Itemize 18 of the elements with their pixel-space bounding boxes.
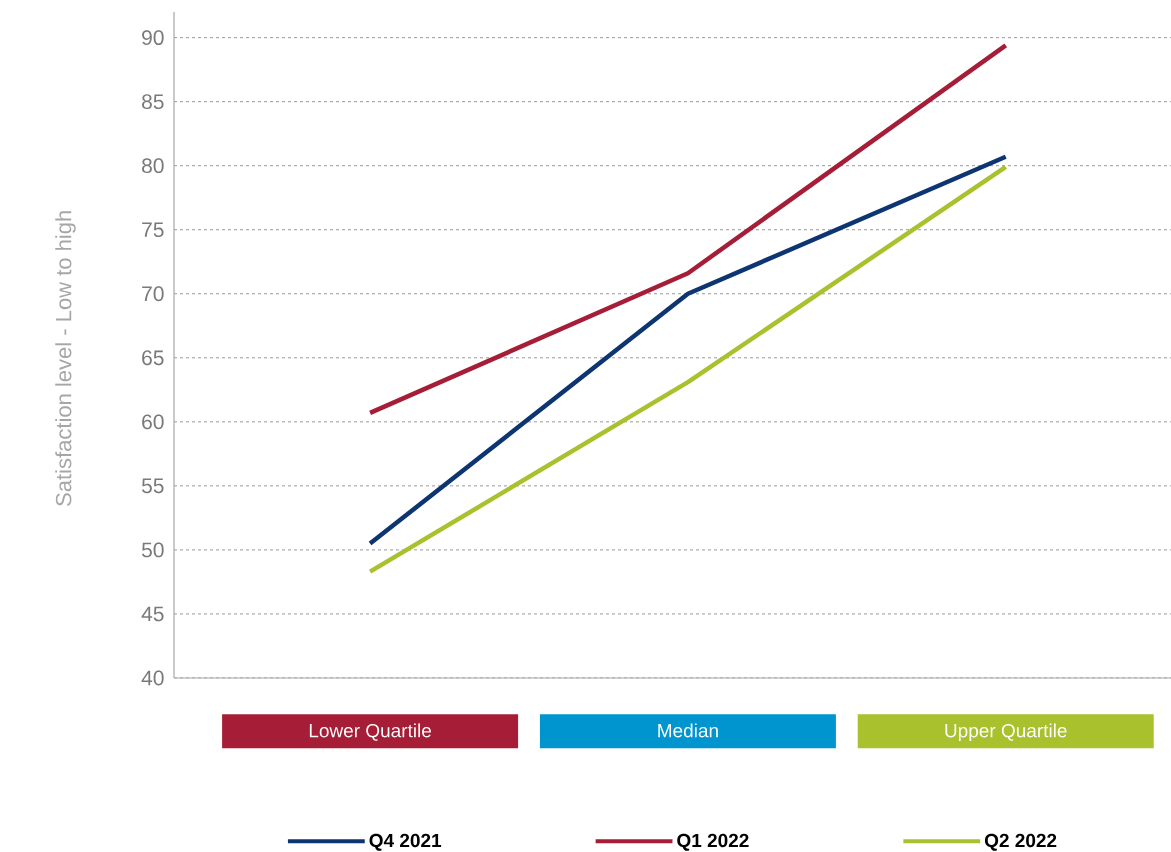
x-tick-label: Upper Quartile	[945, 723, 1067, 742]
y-tick-label: 50	[141, 542, 164, 558]
y-tick-label: 60	[142, 414, 164, 430]
y-axis-title: Satisfaction level - Low to high	[55, 211, 76, 506]
y-tick-label: 45	[141, 606, 164, 622]
y-tick-label: 55	[141, 478, 164, 494]
y-tick-label: 85	[142, 94, 164, 110]
y-tick-label: 80	[142, 158, 164, 174]
x-tick-label: Median	[658, 723, 718, 738]
y-tick-label: 65	[142, 350, 164, 366]
y-tick-label: 90	[142, 30, 164, 46]
legend-label: Q1 2022	[677, 833, 749, 851]
x-tick-label: Lower Quartile	[309, 723, 431, 741]
legend-label: Q2 2022	[984, 833, 1057, 851]
y-tick-label: 70	[142, 286, 164, 302]
y-tick-label: 75	[142, 222, 164, 238]
legend-label: Q4 2021	[369, 833, 442, 851]
y-tick-label: 40	[141, 670, 164, 686]
